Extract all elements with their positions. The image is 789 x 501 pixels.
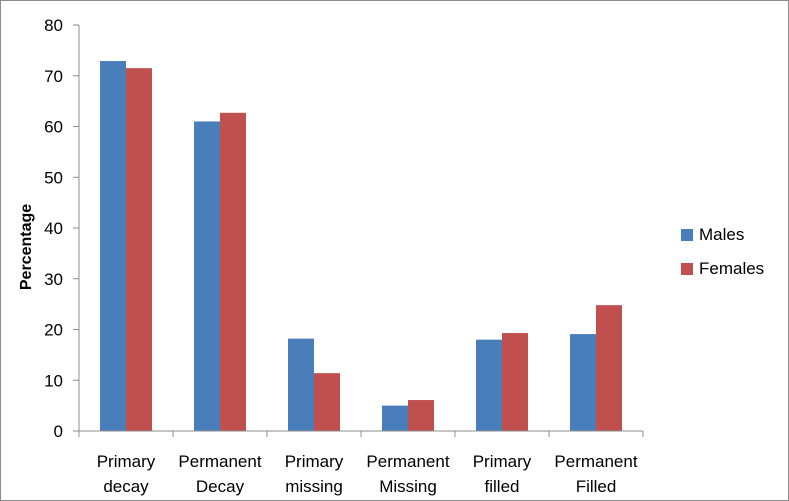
- y-tick-label: 20: [44, 321, 63, 340]
- bar-females: [502, 333, 528, 431]
- y-ticks-layer: 0 10 20 30 40 50 60 70 80: [44, 16, 79, 441]
- y-tick-label: 40: [44, 219, 63, 238]
- y-tick-label: 50: [44, 168, 63, 187]
- bar-males: [288, 338, 314, 431]
- y-tick-label: 10: [44, 371, 63, 390]
- y-tick-label: 60: [44, 118, 63, 137]
- bar-males: [476, 339, 502, 431]
- x-category-label: Primary: [473, 452, 532, 471]
- x-ticks-layer: Primary decay Permanent Decay Primary missing…: [78, 431, 644, 496]
- bar-females: [220, 112, 246, 432]
- bar-males: [382, 405, 408, 431]
- x-category-label: Filled: [576, 477, 617, 496]
- x-category-label: Decay: [196, 477, 245, 496]
- bars-layer: [100, 61, 622, 432]
- bar-females: [314, 373, 340, 431]
- bar-males: [570, 334, 596, 431]
- x-category-label: Missing: [379, 477, 437, 496]
- bar-females: [408, 400, 434, 431]
- bar-females: [596, 305, 622, 431]
- bar-males: [194, 121, 220, 432]
- y-tick-label: 70: [44, 67, 63, 86]
- y-tick-label: 30: [44, 270, 63, 289]
- x-category-label: Permanent: [178, 452, 261, 471]
- legend-swatch-females: [681, 263, 693, 275]
- y-axis-title: Percentage: [18, 204, 35, 290]
- x-category-label: missing: [285, 477, 343, 496]
- bar-males: [100, 61, 126, 431]
- legend-label-females: Females: [699, 259, 764, 278]
- x-category-label: Primary: [97, 452, 156, 471]
- x-category-label: Permanent: [366, 452, 449, 471]
- x-category-label: Permanent: [554, 452, 637, 471]
- x-category-label: decay: [103, 477, 149, 496]
- bar-females: [126, 68, 152, 431]
- y-tick-label: 80: [44, 16, 63, 35]
- legend-swatch-males: [681, 229, 693, 241]
- y-tick-label: 0: [54, 422, 63, 441]
- x-category-label: filled: [485, 477, 520, 496]
- x-category-label: Primary: [285, 452, 344, 471]
- legend-label-males: Males: [699, 225, 744, 244]
- legend: Males Females: [681, 225, 764, 278]
